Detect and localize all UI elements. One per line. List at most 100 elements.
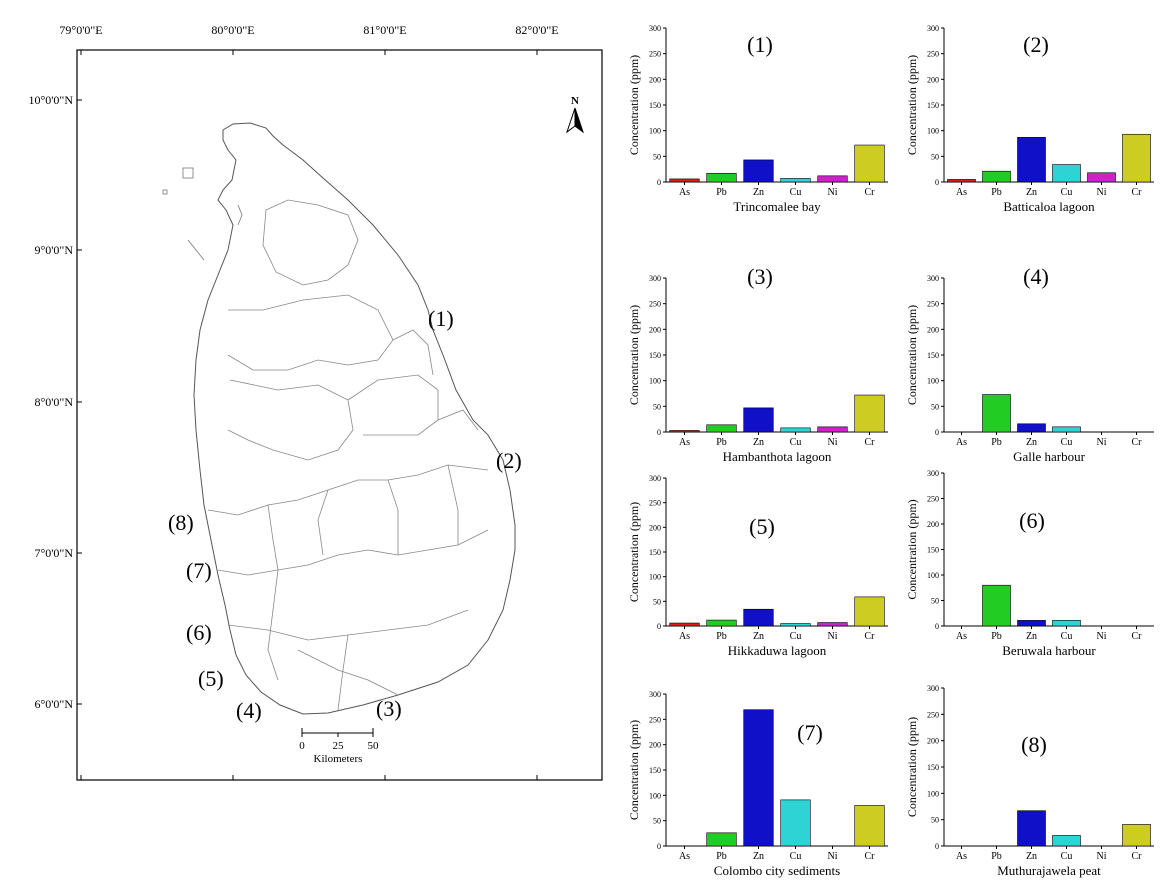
bar-cr	[854, 394, 885, 433]
x-tick-label: Cu	[1061, 851, 1073, 862]
bar-cu	[1052, 835, 1081, 847]
site-label-7: (7)	[186, 558, 212, 583]
x-axis-label: Colombo city sediments	[714, 863, 840, 878]
site-label-4: (4)	[236, 698, 262, 723]
y-tick-label: 50	[931, 152, 939, 161]
panel-number: (3)	[747, 264, 773, 289]
y-axis-label: Concentration (ppm)	[627, 502, 641, 602]
x-tick-label: Cr	[865, 631, 876, 642]
y-tick-label: 50	[653, 152, 661, 161]
bar-zn	[1017, 620, 1046, 627]
bar-ni	[817, 622, 848, 627]
chart-svg: 0 50 100 150 200 250 300 Concentration (ppm) As P…	[627, 690, 888, 878]
bar-zn	[743, 608, 774, 627]
x-tick-label: Cr	[1132, 437, 1143, 448]
y-tick-label: 50	[931, 402, 939, 411]
north-label: N	[571, 95, 579, 107]
bar-as	[669, 622, 700, 627]
y-tick-label: 100	[649, 127, 661, 136]
bar-as	[669, 178, 700, 183]
graticule-ticks	[77, 50, 538, 780]
y-tick-label: 200	[649, 523, 661, 532]
bar-cu	[780, 178, 811, 183]
x-tick-label: As	[679, 851, 690, 862]
x-tick-label: Pb	[716, 631, 727, 642]
x-tick-label: Cu	[1061, 187, 1073, 198]
scale-bar: 0 25 50 Kilometers	[299, 728, 379, 765]
bar-cu	[1052, 426, 1081, 433]
y-tick-label: 250	[649, 300, 661, 309]
bar-as	[669, 430, 700, 433]
y-tick-label: 150	[927, 546, 939, 555]
bar-pb	[706, 424, 737, 433]
y-tick-label: 150	[649, 101, 661, 110]
y-tick-label: 200	[927, 325, 939, 334]
x-tick-label: As	[956, 437, 967, 448]
x-tick-label: As	[679, 631, 690, 642]
y-tick-label: 50	[653, 817, 661, 826]
sri-lanka-map: 79°0'0"E 80°0'0"E 81°0'0"E 82°0'0"E 10°0…	[28, 23, 603, 781]
y-tick-label: 300	[927, 469, 939, 478]
bar-ni	[1087, 172, 1116, 183]
x-tick-label: Pb	[991, 187, 1002, 198]
x-tick-label: Pb	[991, 437, 1002, 448]
x-tick-label: Ni	[1097, 631, 1107, 642]
site-label-1: (1)	[428, 306, 454, 331]
chart-panel-5: 0 50 100 150 200 250 300 Concentration (ppm) As P…	[620, 458, 900, 670]
chart-panel-4: 0 50 100 150 200 250 300 Concentration (ppm) As P…	[898, 232, 1168, 464]
bar-pb	[982, 584, 1011, 627]
y-tick-label: 100	[649, 377, 661, 386]
x-tick-label: Cu	[790, 631, 802, 642]
bar-zn	[1017, 423, 1046, 433]
x-tick-label: Zn	[1026, 187, 1037, 198]
y-tick-label: 200	[649, 75, 661, 84]
north-arrow-icon: N	[566, 95, 584, 134]
chart-panel-6: 0 50 100 150 200 250 300 Concentration (ppm) As P…	[898, 450, 1168, 662]
bar-cr	[1122, 133, 1151, 183]
y-tick-label: 100	[927, 571, 939, 580]
x-tick-label: As	[956, 631, 967, 642]
y-tick-label: 150	[649, 766, 661, 775]
y-tick-label: 200	[649, 325, 661, 334]
y-tick-label: 250	[927, 50, 939, 59]
chart-svg: 0 50 100 150 200 250 300 Concentration (ppm) As P…	[905, 684, 1154, 878]
islets	[162, 167, 243, 261]
y-tick-label: 150	[927, 763, 939, 772]
chart-svg: 0 50 100 150 200 250 300 Concentration (ppm) As P…	[905, 469, 1154, 658]
x-tick-label: Cr	[865, 851, 876, 862]
chart-panel-3: 0 50 100 150 200 250 300 Concentration (ppm) As P…	[620, 232, 900, 464]
scale-tick-25: 25	[333, 740, 345, 752]
y-tick-label: 50	[931, 597, 939, 606]
chart-svg: 0 50 100 150 200 250 300 Concentration (ppm) As P…	[627, 474, 888, 658]
x-tick-label: Zn	[1026, 631, 1037, 642]
bar-pb	[706, 832, 737, 847]
site-label-6: (6)	[186, 620, 212, 645]
x-tick-label: Zn	[753, 187, 764, 198]
site-label-2: (2)	[496, 448, 522, 473]
bar-cu	[1052, 620, 1081, 627]
bar-zn	[743, 709, 774, 847]
panel-number: (4)	[1023, 264, 1049, 289]
panel-number: (5)	[749, 514, 775, 539]
y-tick-label: 250	[649, 715, 661, 724]
y-tick-label: 0	[935, 622, 939, 631]
bar-zn	[1017, 810, 1046, 847]
site-label-5: (5)	[198, 666, 224, 691]
x-axis-label: Trincomalee bay	[733, 199, 821, 214]
y-tick-label: 300	[649, 24, 661, 33]
chart-svg: 0 50 100 150 200 250 300 Concentration (ppm) As P…	[627, 24, 888, 214]
x-tick-label: Zn	[753, 437, 764, 448]
x-axis-label: Muthurajawela peat	[997, 863, 1101, 878]
panel-number: (8)	[1021, 732, 1047, 757]
y-tick-label: 150	[649, 351, 661, 360]
x-tick-label: Cr	[865, 187, 876, 198]
y-tick-label: 0	[935, 428, 939, 437]
y-axis-label: Concentration (ppm)	[905, 55, 919, 155]
bar-pb	[706, 172, 737, 183]
x-tick-label: Zn	[753, 631, 764, 642]
y-tick-label: 0	[657, 178, 661, 187]
x-tick-label: Cr	[1132, 631, 1143, 642]
lat-label-9: 9°0'0"N	[34, 243, 73, 257]
y-tick-label: 100	[927, 377, 939, 386]
bar-cr	[854, 144, 885, 183]
